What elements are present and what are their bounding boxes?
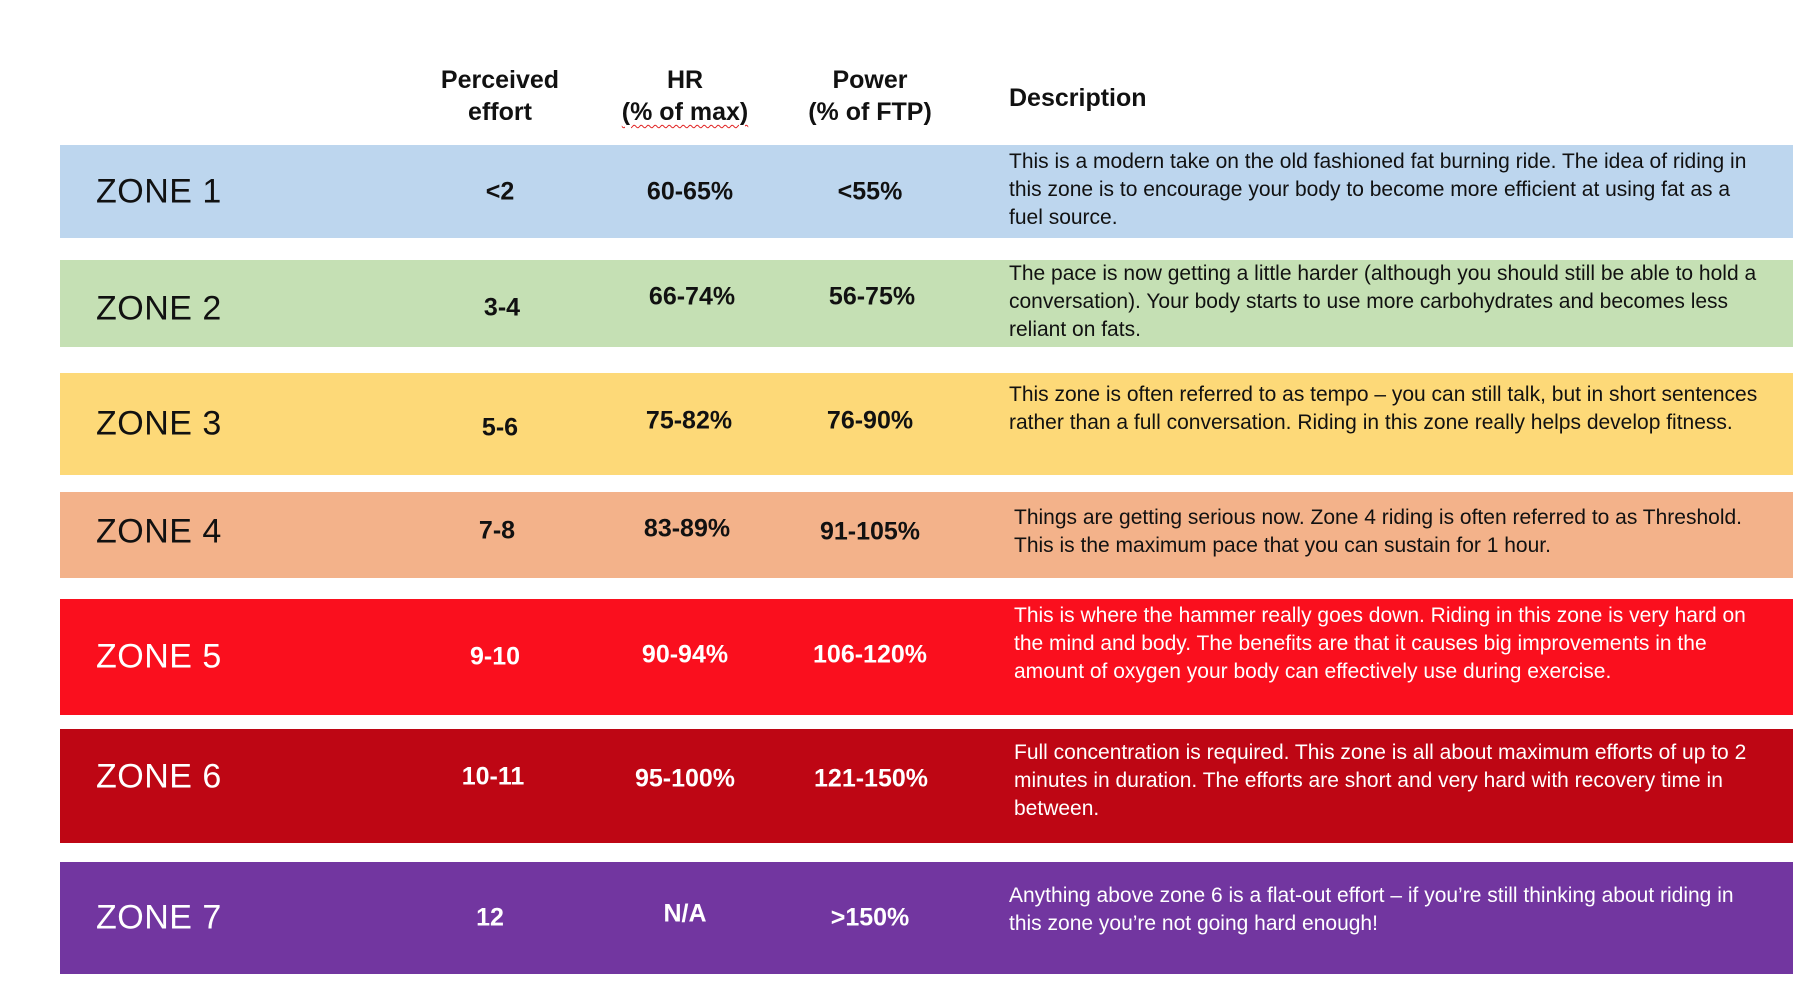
zone-description: Full concentration is required. This zon… xyxy=(1014,741,1747,820)
zone-name: ZONE 6 xyxy=(96,757,222,796)
zone-name: ZONE 1 xyxy=(96,172,222,210)
zone-description: Things are getting serious now. Zone 4 r… xyxy=(1014,506,1743,557)
header-effort-line2: effort xyxy=(468,98,532,126)
zone-description: This is where the hammer really goes dow… xyxy=(1014,604,1746,683)
zone-hr: 75-82% xyxy=(645,406,733,435)
header-effort-line1: Perceived xyxy=(440,66,560,94)
zone-hr: 60-65% xyxy=(646,177,734,205)
zone-hr: 66-74% xyxy=(648,282,736,311)
zone-hr: N/A xyxy=(663,899,707,928)
zone-effort: 10-11 xyxy=(461,762,525,791)
header-power: Power (% of FTP) xyxy=(785,64,955,128)
zone-effort: 9-10 xyxy=(469,642,521,671)
header-hr-line1: HR xyxy=(666,66,704,94)
zone-power: 56-75% xyxy=(828,282,916,311)
header-description: Description xyxy=(1009,84,1147,112)
zone-power: 91-105% xyxy=(819,517,921,546)
zone-name: ZONE 4 xyxy=(96,512,222,551)
header-hr: HR (% of max) xyxy=(600,64,770,128)
zone-row-2: ZONE 2 3-4 66-74% 56-75% The pace is now… xyxy=(60,260,1793,347)
zone-power: 76-90% xyxy=(826,406,914,435)
zone-name: ZONE 2 xyxy=(96,289,222,328)
header-power-line2: (% of FTP) xyxy=(808,98,932,126)
zone-power: <55% xyxy=(837,177,903,205)
zone-row-5: ZONE 5 9-10 90-94% 106-120% This is wher… xyxy=(60,599,1793,715)
zone-row-7: ZONE 7 12 N/A >150% Anything above zone … xyxy=(60,862,1793,974)
zone-name: ZONE 3 xyxy=(96,404,222,443)
zone-effort: 3-4 xyxy=(483,293,521,322)
zone-effort: 12 xyxy=(476,903,504,932)
zone-row-4: ZONE 4 7-8 83-89% 91-105% Things are get… xyxy=(60,492,1793,578)
zone-power: >150% xyxy=(830,903,910,932)
zone-row-1: ZONE 1 <2 60-65% <55% This is a modern t… xyxy=(60,145,1793,238)
zone-effort: 5-6 xyxy=(481,413,519,442)
header-perceived-effort: Perceived effort xyxy=(420,64,580,128)
zone-name: ZONE 7 xyxy=(96,898,222,937)
zone-hr: 95-100% xyxy=(634,764,736,793)
zone-row-6: ZONE 6 10-11 95-100% 121-150% Full conce… xyxy=(60,729,1793,843)
zone-description: Anything above zone 6 is a flat-out effo… xyxy=(1009,884,1734,935)
header-hr-line2: (% of max) xyxy=(621,98,749,126)
zone-hr: 83-89% xyxy=(643,514,731,543)
zone-power: 121-150% xyxy=(814,764,928,793)
zone-effort: 7-8 xyxy=(478,516,516,545)
zone-description: This zone is often referred to as tempo … xyxy=(1009,383,1758,434)
zone-hr: 90-94% xyxy=(641,640,729,669)
zone-effort: <2 xyxy=(485,177,515,205)
zone-power: 106-120% xyxy=(813,640,927,669)
zone-row-3: ZONE 3 5-6 75-82% 76-90% This zone is of… xyxy=(60,373,1793,475)
zone-description: The pace is now getting a little harder … xyxy=(1009,262,1757,341)
zone-name: ZONE 5 xyxy=(96,637,222,676)
zone-description: This is a modern take on the old fashion… xyxy=(1009,150,1747,229)
header-power-line1: Power xyxy=(832,66,908,94)
